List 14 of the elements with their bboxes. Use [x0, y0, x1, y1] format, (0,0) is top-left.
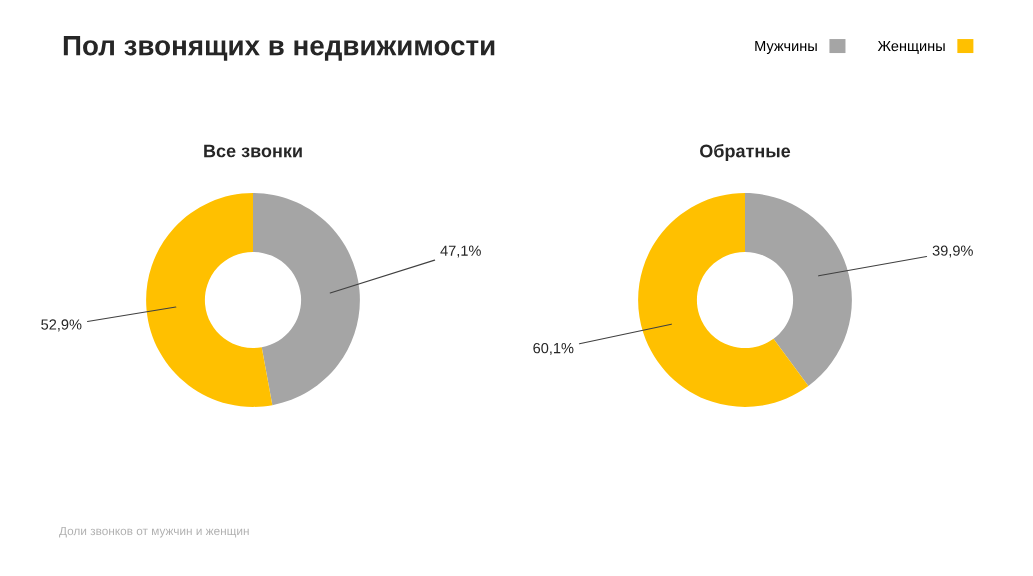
donut-slice — [745, 193, 852, 387]
text: Пол звонящих в недвижимости — [63, 36, 495, 61]
data-label: 60,1% — [533, 342, 574, 356]
text: Все звонки — [204, 144, 302, 158]
data-label: 39,9% — [932, 245, 973, 258]
text: Доли звонков от мужчин и женщин — [59, 526, 249, 538]
chart-title: Обратные — [700, 143, 791, 161]
donut-slice — [638, 193, 809, 407]
donut-slice — [253, 193, 360, 406]
donut-slice — [146, 193, 273, 407]
legend-label: Женщины — [877, 40, 945, 54]
legend-label: Мужчины — [755, 40, 817, 55]
data-label: 47,1% — [440, 245, 481, 258]
data-label: 52,9% — [41, 319, 82, 332]
